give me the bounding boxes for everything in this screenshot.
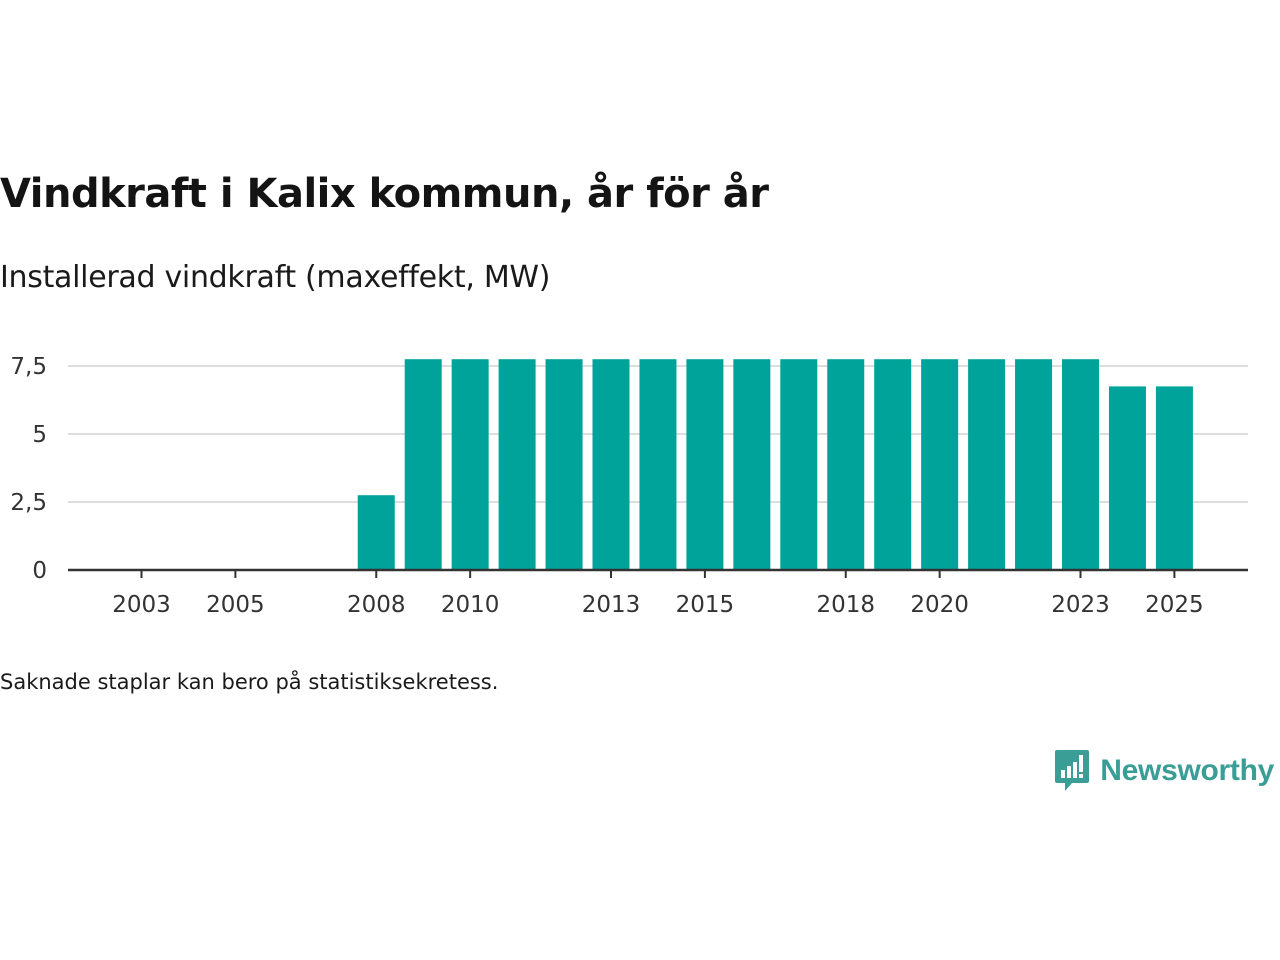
bar-2017 [780,359,818,570]
bar-2009 [404,359,442,570]
x-tick-label: 2020 [910,592,969,618]
x-tick-label: 2025 [1145,592,1204,618]
bar-2015 [686,359,724,570]
y-tick-label: 0 [32,558,47,584]
y-tick-label: 2,5 [10,490,47,516]
bar-2022 [1015,359,1053,570]
chart-title: Vindkraft i Kalix kommun, år för år [0,171,769,217]
y-tick-label: 5 [32,422,47,448]
axes [68,568,1248,578]
bar-2016 [733,359,771,570]
x-tick-label: 2010 [441,592,500,618]
bar-2010 [451,359,489,570]
newsworthy-icon [1055,750,1090,791]
brand-logo[interactable]: Newsworthy [1054,748,1274,794]
bar-2008 [357,495,395,570]
x-tick-label: 2005 [206,592,265,618]
bar-chart: 0 2,5 5 7,5 2003 2005 2008 2010 2013 2015 2018 2020… [10,354,1248,618]
bar-2024 [1108,386,1146,570]
x-tick-label: 2018 [816,592,875,618]
bar-2013 [592,359,630,570]
x-tick-label: 2003 [112,592,171,618]
bars [357,359,1193,570]
bar-2011 [498,359,536,570]
bar-2020 [921,359,959,570]
tick-labels: 0 2,5 5 7,5 2003 2005 2008 2010 2013 2015 2018 2020… [10,354,1203,618]
bar-2023 [1062,359,1099,570]
bar-2021 [968,359,1006,570]
x-tick-label: 2023 [1051,592,1110,618]
bar-2018 [827,359,865,570]
x-tick-label: 2013 [582,592,641,618]
footnote: Saknade staplar kan bero på statistiksek… [0,670,499,694]
x-tick-label: 2008 [347,592,406,618]
bar-2012 [545,359,583,570]
bar-2014 [639,359,677,570]
y-tick-label: 7,5 [10,354,47,380]
bar-2019 [874,359,912,570]
brand-name: Newsworthy [1100,754,1274,787]
chart-subtitle: Installerad vindkraft (maxeffekt, MW) [0,260,551,295]
x-tick-label: 2015 [676,592,735,618]
bar-2025 [1155,386,1193,570]
